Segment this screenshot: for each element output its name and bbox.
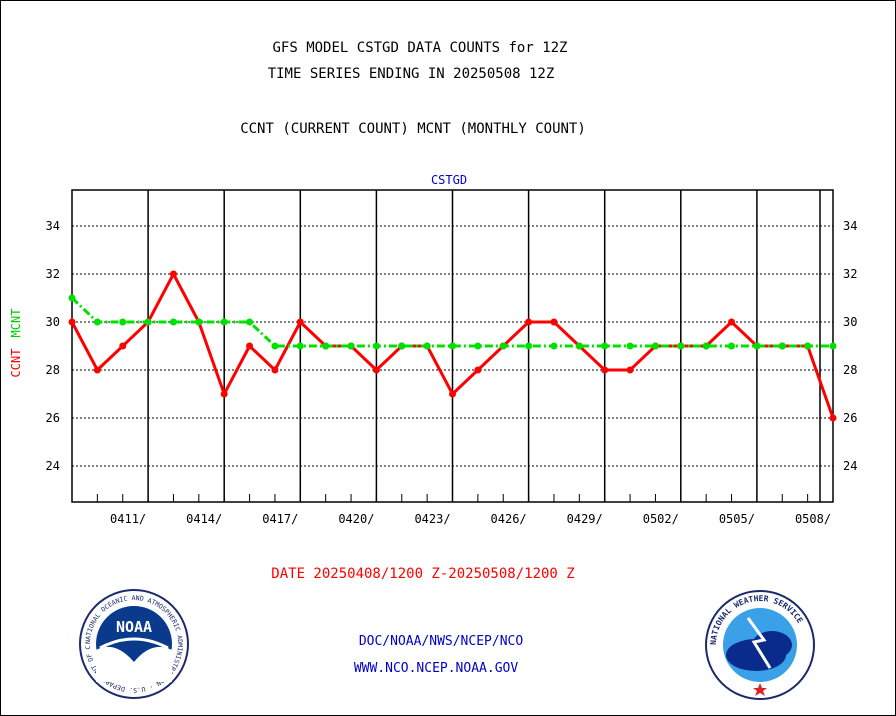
point-ccnt	[246, 342, 254, 350]
y-tick-label-right: 30	[843, 315, 857, 329]
y-tick-label-right: 32	[843, 267, 857, 281]
x-tick-label: 0423/	[414, 512, 450, 526]
noaa-logo: NATIONAL OCEANIC AND ATMOSPHERIC ADMINIS…	[0, 0, 189, 699]
x-tick-label: 0417/	[262, 512, 298, 526]
point-mcnt	[68, 294, 76, 302]
y-tick-label-right: 34	[843, 219, 857, 233]
point-ccnt	[525, 318, 533, 326]
point-ccnt	[220, 390, 228, 398]
point-ccnt	[728, 318, 736, 326]
point-ccnt	[93, 366, 101, 374]
point-mcnt	[296, 342, 304, 350]
y-axis-label: CCNT MCNT	[9, 309, 23, 378]
point-ccnt	[296, 318, 304, 326]
point-mcnt	[575, 342, 583, 350]
point-mcnt	[423, 342, 431, 350]
point-mcnt	[677, 342, 685, 350]
point-mcnt	[271, 342, 279, 350]
ccnt-axis-label: CCNT	[9, 349, 23, 378]
point-mcnt	[778, 342, 786, 350]
point-ccnt	[550, 318, 558, 326]
y-tick-label-left: 24	[46, 459, 60, 473]
y-tick-label-right: 24	[843, 459, 857, 473]
point-mcnt	[144, 318, 152, 326]
x-tick-label: 0420/	[338, 512, 374, 526]
title-line-1: GFS MODEL CSTGD DATA COUNTS for 12Z	[272, 40, 567, 56]
x-tick-label: 0414/	[186, 512, 222, 526]
point-mcnt	[728, 342, 736, 350]
point-mcnt	[601, 342, 609, 350]
org-line: DOC/NOAA/NWS/NCEP/NCO	[359, 634, 524, 649]
title-line-2: TIME SERIES ENDING IN 20250508 12Z	[268, 66, 555, 82]
point-mcnt	[169, 318, 177, 326]
point-mcnt	[372, 342, 380, 350]
point-ccnt	[271, 366, 279, 374]
point-ccnt	[68, 318, 76, 326]
point-ccnt	[372, 366, 380, 374]
point-ccnt	[119, 342, 127, 350]
point-mcnt	[753, 342, 761, 350]
chart-subtitle: CCNT (CURRENT COUNT) MCNT (MONTHLY COUNT…	[240, 121, 586, 137]
point-mcnt	[702, 342, 710, 350]
point-ccnt	[169, 270, 177, 278]
y-tick-label-left: 34	[46, 219, 60, 233]
url-line: WWW.NCO.NCEP.NOAA.GOV	[354, 661, 519, 676]
y-tick-label-left: 32	[46, 267, 60, 281]
point-mcnt	[347, 342, 355, 350]
point-ccnt	[449, 390, 456, 398]
series-lines	[68, 270, 837, 422]
point-ccnt	[829, 414, 837, 422]
point-mcnt	[651, 342, 659, 350]
y-tick-label-left: 30	[46, 315, 60, 329]
date-range-label: DATE 20250408/1200 Z-20250508/1200 Z	[271, 566, 574, 582]
plot-title: CSTGD	[431, 173, 467, 187]
nws-star-icon	[753, 683, 767, 696]
point-mcnt	[246, 318, 254, 326]
point-mcnt	[804, 342, 812, 350]
y-tick-label-left: 28	[46, 363, 60, 377]
y-tick-label-right: 28	[843, 363, 857, 377]
point-mcnt	[119, 318, 127, 326]
point-mcnt	[550, 342, 558, 350]
point-ccnt	[474, 366, 482, 374]
x-tick-label: 0505/	[719, 512, 755, 526]
point-mcnt	[525, 342, 533, 350]
x-tick-label: 0411/	[110, 512, 146, 526]
point-mcnt	[499, 342, 507, 350]
y-tick-label-right: 26	[843, 411, 857, 425]
noaa-logo-text: NOAA	[116, 618, 152, 636]
x-tick-label: 0502/	[643, 512, 679, 526]
point-mcnt	[93, 318, 101, 326]
x-tick-label: 0426/	[491, 512, 527, 526]
x-tick-labels: 0411/0414/0417/0420/0423/0426/0429/0502/…	[110, 512, 831, 526]
mcnt-axis-label: MCNT	[9, 309, 23, 338]
point-ccnt	[601, 366, 609, 374]
point-mcnt	[322, 342, 330, 350]
y-tick-label-left: 26	[46, 411, 60, 425]
noaa-ring-text: NATIONAL OCEANIC AND ATMOSPHERIC ADMINIS…	[0, 0, 184, 694]
x-tick-label: 0429/	[567, 512, 603, 526]
point-mcnt	[220, 318, 228, 326]
point-mcnt	[626, 342, 634, 350]
point-ccnt	[626, 366, 634, 374]
point-mcnt	[398, 342, 406, 350]
nws-logo: NATIONAL WEATHER SERVICE	[705, 590, 815, 700]
point-mcnt	[474, 342, 482, 350]
point-mcnt	[829, 342, 837, 350]
x-tick-label: 0508/	[795, 512, 831, 526]
y-tick-labels: 24 24 26 26 28 28 30 30 32 32 34 34	[46, 219, 858, 473]
point-mcnt	[449, 342, 456, 350]
point-mcnt	[195, 318, 203, 326]
